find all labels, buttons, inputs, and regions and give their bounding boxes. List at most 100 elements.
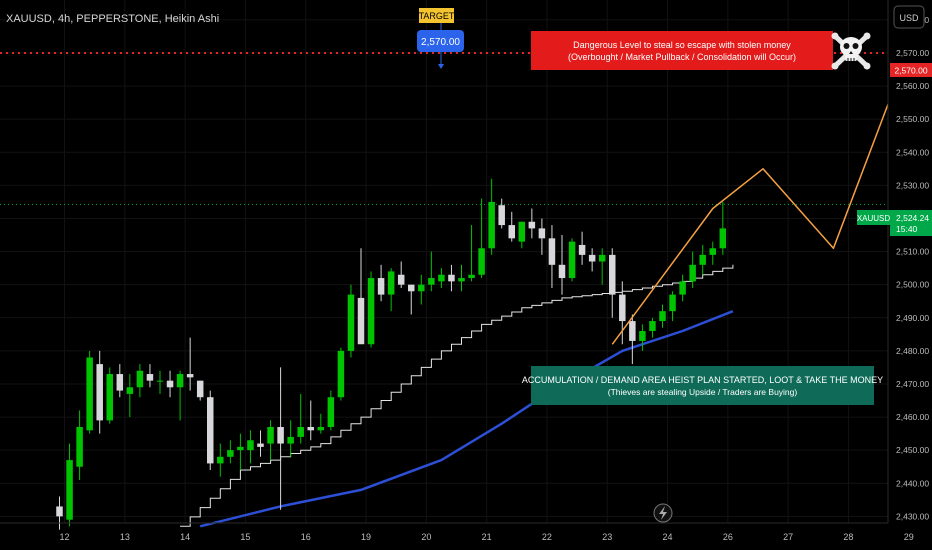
candle-body	[397, 274, 405, 285]
candle	[699, 244, 706, 275]
candle	[126, 374, 134, 418]
candle-body	[126, 387, 134, 394]
y-tick-label: 2,540.00	[896, 147, 929, 157]
candle	[387, 268, 395, 312]
candle-body	[217, 456, 224, 464]
candle	[578, 231, 586, 265]
candle-body	[327, 397, 335, 428]
last-symbol-bg	[857, 210, 890, 225]
step-line	[180, 264, 734, 527]
y-tick-label: 2,530.00	[896, 180, 929, 190]
x-tick-label: 16	[301, 532, 311, 542]
candle-body	[629, 321, 636, 341]
candle-body	[66, 460, 73, 520]
candle-body	[508, 225, 515, 239]
candle	[669, 291, 676, 322]
candle-body	[448, 274, 455, 282]
last-price-tag: XAUUSD 2,524.24 15:40	[857, 210, 932, 236]
target-tag-label: TARGET	[419, 11, 455, 21]
candle	[347, 284, 355, 358]
candle	[588, 248, 596, 272]
candle-body	[207, 397, 214, 464]
x-tick-label: 28	[843, 532, 853, 542]
projection-path	[611, 62, 905, 345]
candle	[598, 248, 606, 285]
candle-body	[176, 374, 184, 388]
candle	[247, 430, 254, 464]
y-tick-label: 2,560.00	[896, 81, 929, 91]
x-tick-label: 26	[723, 532, 733, 542]
x-tick-label: 15	[240, 532, 250, 542]
candle-body	[538, 228, 546, 239]
countdown-label: 15:40	[896, 224, 918, 234]
symbol-header: XAUUSD, 4h, PEPPERSTONE, Heikin Ashi	[6, 13, 219, 25]
candle-body	[578, 244, 586, 255]
candles-layer	[56, 178, 727, 530]
candle	[548, 225, 556, 288]
x-tick-label: 24	[663, 532, 673, 542]
candle	[217, 443, 224, 477]
candle-body	[458, 278, 465, 282]
candle-body	[418, 284, 425, 292]
candle	[397, 261, 405, 288]
candle	[116, 364, 124, 398]
candle	[96, 350, 103, 434]
candle	[689, 251, 696, 288]
candle-body	[478, 248, 485, 275]
candle	[528, 208, 536, 239]
candle-body	[96, 364, 103, 421]
candle	[106, 367, 113, 424]
candle-body	[146, 374, 154, 381]
candle	[468, 225, 475, 282]
candle	[257, 430, 264, 457]
candle-body	[347, 294, 355, 351]
candle	[568, 238, 576, 282]
candle	[448, 264, 455, 292]
y-tick-label: 2,500.00	[896, 280, 929, 290]
time-axis[interactable]: 12 13 14 15 16 19 20 21 22 23 24 26 27 28 29	[0, 522, 914, 542]
target-value-box	[417, 30, 464, 52]
x-tick-label: 13	[120, 532, 130, 542]
candle	[609, 248, 616, 318]
candle-body	[558, 264, 566, 279]
candle	[478, 198, 485, 279]
candle-body	[86, 357, 93, 431]
target-value-label: 2,570.00	[421, 37, 460, 48]
candle	[619, 281, 626, 345]
candle	[357, 248, 365, 345]
candle	[438, 268, 445, 288]
candle	[518, 221, 526, 249]
candle-body	[699, 254, 706, 265]
candle	[237, 433, 244, 471]
y-tick-label: 2,490.00	[896, 313, 929, 323]
lightning-icon[interactable]	[653, 503, 673, 523]
candle-body	[136, 370, 144, 388]
candle	[136, 364, 144, 398]
candle	[207, 390, 214, 471]
candle-body	[237, 446, 244, 451]
candle-body	[186, 374, 194, 378]
candle-body	[438, 274, 445, 282]
candle-body	[257, 443, 264, 447]
y-tick-label: 2,430.00	[896, 511, 929, 521]
candle-body	[598, 254, 606, 262]
candle-body	[116, 374, 124, 391]
candle	[56, 496, 63, 530]
candle	[649, 317, 656, 338]
price-axis[interactable]: 2,430.00 2,440.00 2,450.00 2,460.00 2,470.00…	[887, 0, 932, 550]
target-price-tag: 2,570.00	[890, 63, 932, 77]
candle	[196, 380, 204, 401]
candle-body	[709, 248, 716, 255]
y-tick-label: 2,450.00	[896, 445, 929, 455]
candle-body	[156, 380, 164, 382]
candle	[377, 264, 385, 302]
candle	[488, 178, 495, 255]
currency-button[interactable]: USD	[893, 5, 925, 29]
candle	[659, 304, 666, 328]
candle	[629, 314, 636, 365]
candle-body	[609, 254, 616, 295]
candle-body	[106, 374, 113, 421]
step-line-layer	[180, 264, 734, 527]
candle-body	[227, 450, 234, 457]
